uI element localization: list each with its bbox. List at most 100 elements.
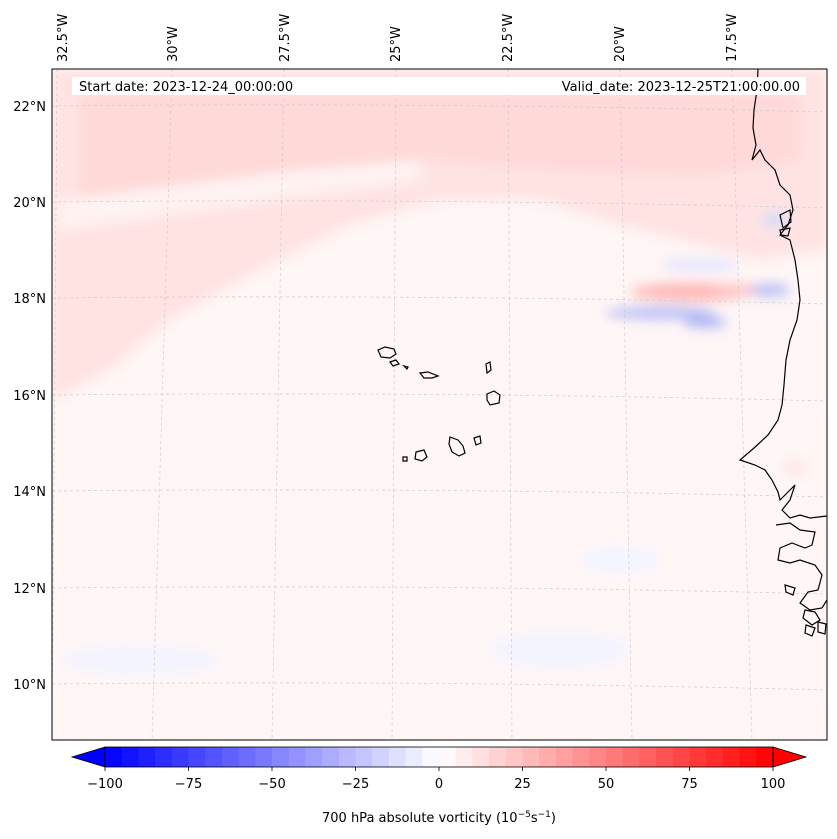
weak-vorticity-streak — [60, 160, 420, 230]
coastline-islands-south — [804, 624, 816, 637]
colorbar-extend-max — [772, 746, 808, 768]
map-panel: Start date: 2023-12-24_00:00:00 Valid_da… — [52, 69, 827, 740]
colorbar-tick-label: 50 — [598, 777, 615, 792]
longitude-label: 27.5°W — [278, 14, 293, 62]
positive-vorticity-band-core — [80, 95, 800, 230]
colorbar-segment — [539, 747, 557, 767]
colorbar-segment — [422, 747, 440, 767]
negative-vorticity-min — [605, 307, 715, 319]
colorbar-segment — [355, 747, 373, 767]
colorbar-segment — [405, 747, 423, 767]
latitude-labels: 22°N 20°N 18°N 16°N 14°N 12°N 10°N — [13, 100, 46, 693]
colorbar-segment — [238, 747, 256, 767]
colorbar-segment — [171, 747, 189, 767]
colorbar-tick-label: 0 — [435, 777, 443, 792]
weak-positive-region — [783, 462, 807, 474]
coastline-islands-south — [784, 584, 796, 596]
island-santo-antao — [377, 346, 397, 359]
colorbar-segment — [288, 747, 306, 767]
island-santiago — [448, 436, 466, 457]
colorbar-segment — [606, 747, 624, 767]
colorbar-segment — [221, 747, 240, 767]
colorbar-segment — [622, 747, 640, 767]
longitude-label: 17.5°W — [725, 14, 740, 62]
latitude-label: 20°N — [13, 196, 46, 211]
colorbar-extend-min — [70, 746, 106, 768]
colorbar-segment — [739, 747, 757, 767]
colorbar-tick-label: −75 — [175, 777, 202, 792]
colorbar-segment — [522, 747, 540, 767]
colorbar-segment — [689, 747, 707, 767]
colorbar-segment — [589, 747, 607, 767]
colorbar-segment — [639, 747, 657, 767]
longitude-label: 25°W — [389, 26, 404, 62]
weak-negative-region — [490, 632, 630, 668]
weak-negative-region — [60, 645, 220, 675]
colorbar-tick-labels: −100 −75 −50 −25 0 25 50 75 100 — [87, 777, 785, 792]
latitude-label: 18°N — [13, 292, 46, 307]
african-coastline — [738, 69, 827, 519]
latitude-label: 12°N — [13, 582, 46, 597]
weak-negative-region — [580, 545, 660, 575]
colorbar-segment — [672, 747, 690, 767]
colorbar-label: 700 hPa absolute vorticity (10−5s−1) — [322, 810, 556, 826]
gridlines — [52, 69, 827, 740]
island-boa-vista — [486, 390, 501, 406]
colorbar-segment — [388, 747, 407, 767]
coastline-bay — [779, 209, 792, 230]
map-frame — [51, 68, 828, 741]
colorbar-segments — [105, 747, 774, 767]
longitude-label: 30°W — [166, 26, 181, 62]
colorbar-segment — [555, 747, 574, 767]
coastline-bay — [779, 227, 791, 237]
latitude-label: 10°N — [13, 678, 46, 693]
colorbar-segment — [205, 747, 223, 767]
colorbar: −100 −75 −50 −25 0 25 50 75 100 700 hPa … — [70, 746, 808, 826]
colorbar-tick-label: −100 — [87, 777, 123, 792]
negative-vorticity-min — [750, 284, 790, 296]
longitude-labels: 32.5°W 30°W 27.5°W 25°W 22.5°W 20°W 17.5… — [56, 14, 740, 62]
start-date-label: Start date: 2023-12-24_00:00:00 — [79, 80, 293, 95]
colorbar-segment — [305, 747, 323, 767]
latitude-label: 22°N — [13, 100, 46, 115]
colorbar-segment — [272, 747, 290, 767]
negative-vorticity-min — [683, 316, 727, 328]
coastline-islands-south — [817, 621, 827, 635]
colorbar-segment — [472, 747, 490, 767]
colorbar-segment — [155, 747, 173, 767]
colorbar-ticks — [104, 767, 774, 771]
island-fogo — [414, 449, 428, 462]
colorbar-tick-label: −25 — [342, 777, 369, 792]
colorbar-segment — [121, 747, 139, 767]
colorbar-segment — [756, 747, 774, 767]
coastline-islands-south — [802, 609, 821, 626]
date-info-box — [72, 77, 806, 95]
island-brava — [402, 456, 408, 462]
latitude-label: 16°N — [13, 389, 46, 404]
longitude-label: 20°W — [613, 26, 628, 62]
coastline — [738, 69, 827, 637]
colorbar-segment — [489, 747, 507, 767]
coastline-inlet — [775, 522, 827, 611]
colorbar-tick-label: 25 — [514, 777, 531, 792]
longitude-label: 22.5°W — [501, 14, 516, 62]
cape-verde-islands — [377, 346, 501, 462]
colorbar-segment — [188, 747, 206, 767]
island-maio — [473, 435, 482, 446]
island-sao-vicente — [389, 359, 400, 367]
island-santa-luzia — [402, 364, 409, 371]
colorbar-segment — [322, 747, 340, 767]
colorbar-segment — [656, 747, 674, 767]
colorbar-segment — [439, 747, 457, 767]
colorbar-segment — [706, 747, 724, 767]
colorbar-segment — [138, 747, 156, 767]
colorbar-tick-label: −50 — [258, 777, 285, 792]
valid-date-label: Valid_date: 2023-12-25T21:00:00.00 — [562, 80, 800, 95]
colorbar-segment — [505, 747, 523, 767]
colorbar-segment — [455, 747, 473, 767]
longitude-label: 32.5°W — [56, 14, 71, 62]
colorbar-segment — [722, 747, 741, 767]
colorbar-segment — [372, 747, 390, 767]
latitude-label: 14°N — [13, 485, 46, 500]
